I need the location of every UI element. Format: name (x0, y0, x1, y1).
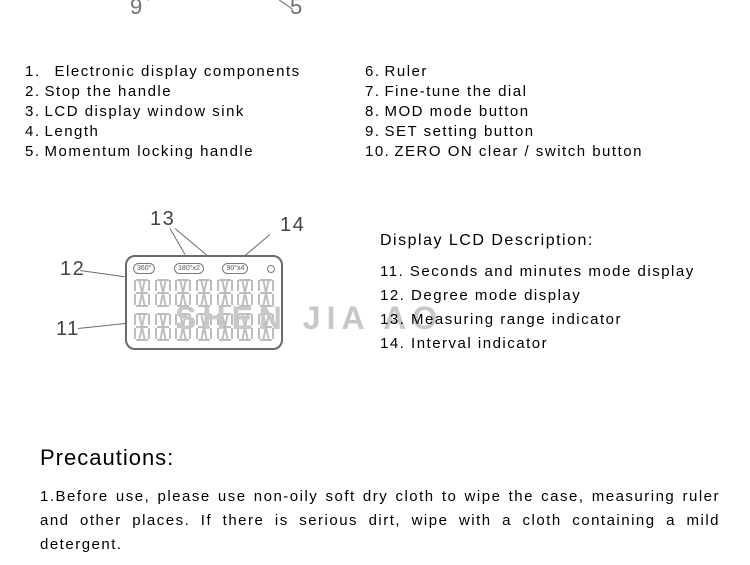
list-item: 2.Stop the handle (25, 82, 365, 102)
seven-seg-digit (154, 313, 172, 341)
leader-line (148, 0, 177, 1)
list-item: 4.Length (25, 122, 365, 142)
seven-seg-digit (133, 279, 151, 307)
lcd-desc-title: Display LCD Description: (380, 232, 730, 250)
mode-pill: 360° (133, 263, 155, 274)
list-item: 5.Momentum locking handle (25, 142, 365, 162)
seven-seg-digit (154, 279, 172, 307)
list-item: 8.MOD mode button (365, 102, 643, 122)
callout-13: 13 (150, 208, 175, 231)
callout-14: 14 (280, 214, 305, 237)
list-item: 13. Measuring range indicator (380, 308, 730, 332)
list-item: 12. Degree mode display (380, 284, 730, 308)
precautions-heading: Precautions: (40, 445, 720, 471)
list-item: 9.SET setting button (365, 122, 643, 142)
list-item: 11. Seconds and minutes mode display (380, 260, 730, 284)
interval-icon (267, 265, 275, 273)
mode-pill: 90°x4 (222, 263, 248, 274)
parts-list: 1.Electronic display components 2.Stop t… (25, 62, 745, 162)
mode-indicator-row: 360° 180°x2 90°x4 (133, 263, 275, 274)
callout-9: 9 (130, 0, 144, 20)
parts-col-2: 6.Ruler 7.Fine-tune the dial 8.MOD mode … (365, 62, 643, 162)
leader-line (78, 323, 128, 329)
list-item: 14. Interval indicator (380, 332, 730, 356)
list-item: 7.Fine-tune the dial (365, 82, 643, 102)
leader-line (80, 270, 125, 277)
leader-line (243, 234, 270, 257)
list-item: 10.ZERO ON clear / switch button (365, 142, 643, 162)
list-item: 6.Ruler (365, 62, 643, 82)
seven-seg-digit (133, 313, 151, 341)
list-item: 1.Electronic display components (25, 62, 365, 82)
lcd-description: Display LCD Description: 11. Seconds and… (380, 232, 730, 356)
precautions-section: Precautions: 1.Before use, please use no… (40, 445, 720, 557)
leader-line (170, 228, 186, 254)
leader-line (260, 0, 293, 10)
precaution-item-1: 1.Before use, please use non-oily soft d… (40, 485, 720, 557)
list-item: 3.LCD display window sink (25, 102, 365, 122)
mode-pill: 180°x2 (174, 263, 204, 274)
parts-col-1: 1.Electronic display components 2.Stop t… (25, 62, 365, 162)
callout-11: 11 (56, 318, 80, 341)
